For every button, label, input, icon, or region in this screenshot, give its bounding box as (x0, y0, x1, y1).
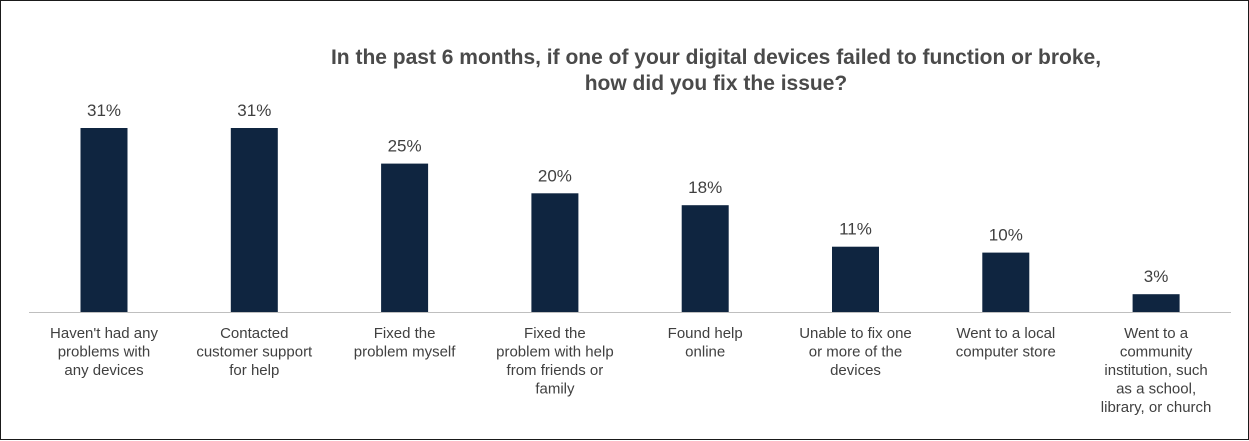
bar (80, 128, 128, 312)
bar (531, 193, 579, 312)
category-label: Fixed the (524, 325, 586, 342)
category-label: for help (229, 362, 279, 379)
category-label: institution, such (1104, 362, 1207, 379)
category-label: problem with help (496, 344, 614, 361)
category-label: Found help (668, 325, 743, 342)
value-label: 3% (1144, 267, 1169, 286)
category-label: any devices (64, 362, 143, 379)
bar (982, 252, 1030, 312)
value-label: 20% (538, 166, 572, 185)
category-label: customer support (196, 344, 313, 361)
category-label: or more of the (809, 344, 902, 361)
category-label: family (535, 381, 575, 398)
chart-title: In the past 6 months, if one of your dig… (331, 46, 1101, 95)
category-label: Fixed the (374, 325, 436, 342)
bars (80, 128, 1180, 312)
value-label: 11% (839, 220, 872, 239)
category-label: community (1120, 344, 1193, 361)
bar (230, 128, 278, 312)
bar (1132, 294, 1180, 312)
value-label: 31% (237, 101, 271, 120)
category-label: Went to a (1124, 325, 1189, 342)
category-label: Contacted (220, 325, 288, 342)
category-label: as a school, (1116, 381, 1196, 398)
category-label: from friends or (507, 362, 604, 379)
category-label: online (685, 344, 725, 361)
category-label: library, or church (1101, 399, 1212, 416)
value-labels: 31% 31% 25% 20% 18% 11% 10% 3% (87, 101, 1168, 286)
category-label: Haven't had any (50, 325, 158, 342)
bar (381, 163, 429, 312)
category-label: Went to a local (956, 325, 1055, 342)
category-label: computer store (956, 344, 1056, 361)
category-label: problem myself (354, 344, 457, 361)
category-label: problems with (58, 344, 151, 361)
value-label: 18% (688, 178, 722, 197)
chart-title-line: In the past 6 months, if one of your dig… (331, 46, 1101, 69)
bar (832, 246, 879, 312)
category-label: devices (830, 362, 881, 379)
chart-title-line: how did you fix the issue? (585, 72, 848, 95)
value-label: 10% (989, 226, 1023, 245)
value-label: 25% (388, 137, 422, 156)
bar (681, 205, 729, 312)
value-label: 31% (87, 101, 121, 120)
category-label: Unable to fix one (799, 325, 912, 342)
